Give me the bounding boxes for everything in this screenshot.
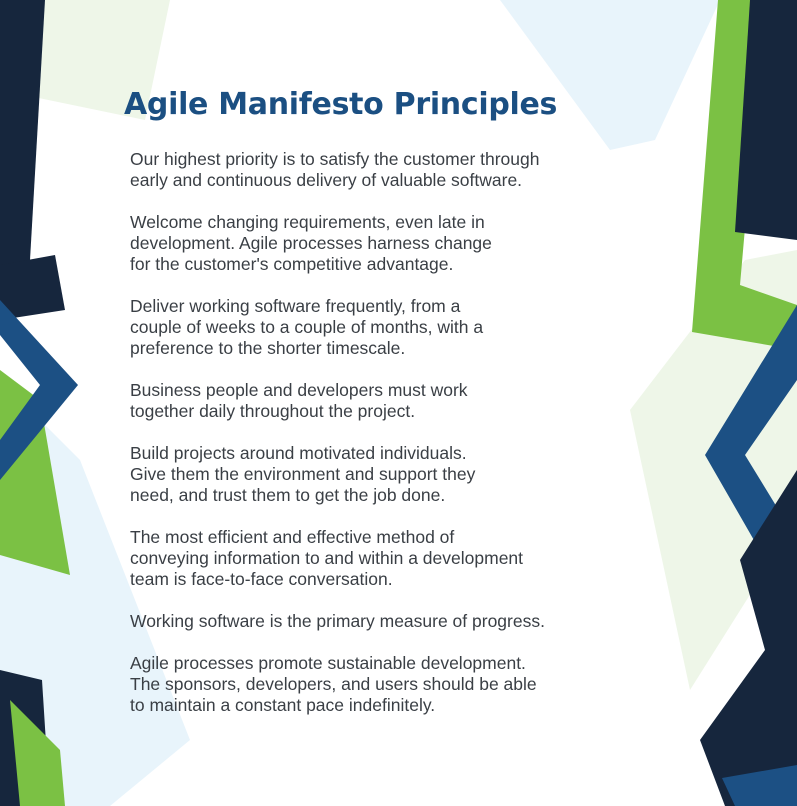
principle-4: Business people and developers must work…	[130, 380, 468, 421]
bg-shape-navy-left-lower	[0, 255, 65, 320]
bg-shape-green-left-bottom	[10, 700, 65, 806]
bg-shape-blue-right-bottom	[722, 765, 797, 806]
principle-7: Working software is the primary measure …	[130, 611, 545, 631]
bg-shape-blue-chevron-left	[0, 300, 78, 480]
page-title: Agile Manifesto Principles	[124, 87, 558, 122]
principle-5: Build projects around motivated individu…	[130, 443, 476, 505]
bg-shape-navy-left	[0, 0, 45, 270]
principle-3: Deliver working software frequently, fro…	[130, 296, 484, 358]
bg-shape-pale-blue-top	[500, 0, 720, 150]
bg-shape-navy-right-lower	[700, 470, 797, 806]
principle-6: The most efficient and effective method …	[130, 527, 524, 589]
principle-2: Welcome changing requirements, even late…	[130, 212, 492, 274]
bg-shape-navy-right	[735, 0, 797, 240]
principles-content: Agile Manifesto Principles Our highest p…	[124, 82, 630, 737]
principle-8: Agile processes promote sustainable deve…	[130, 653, 537, 715]
principle-1: Our highest priority is to satisfy the c…	[130, 149, 540, 190]
